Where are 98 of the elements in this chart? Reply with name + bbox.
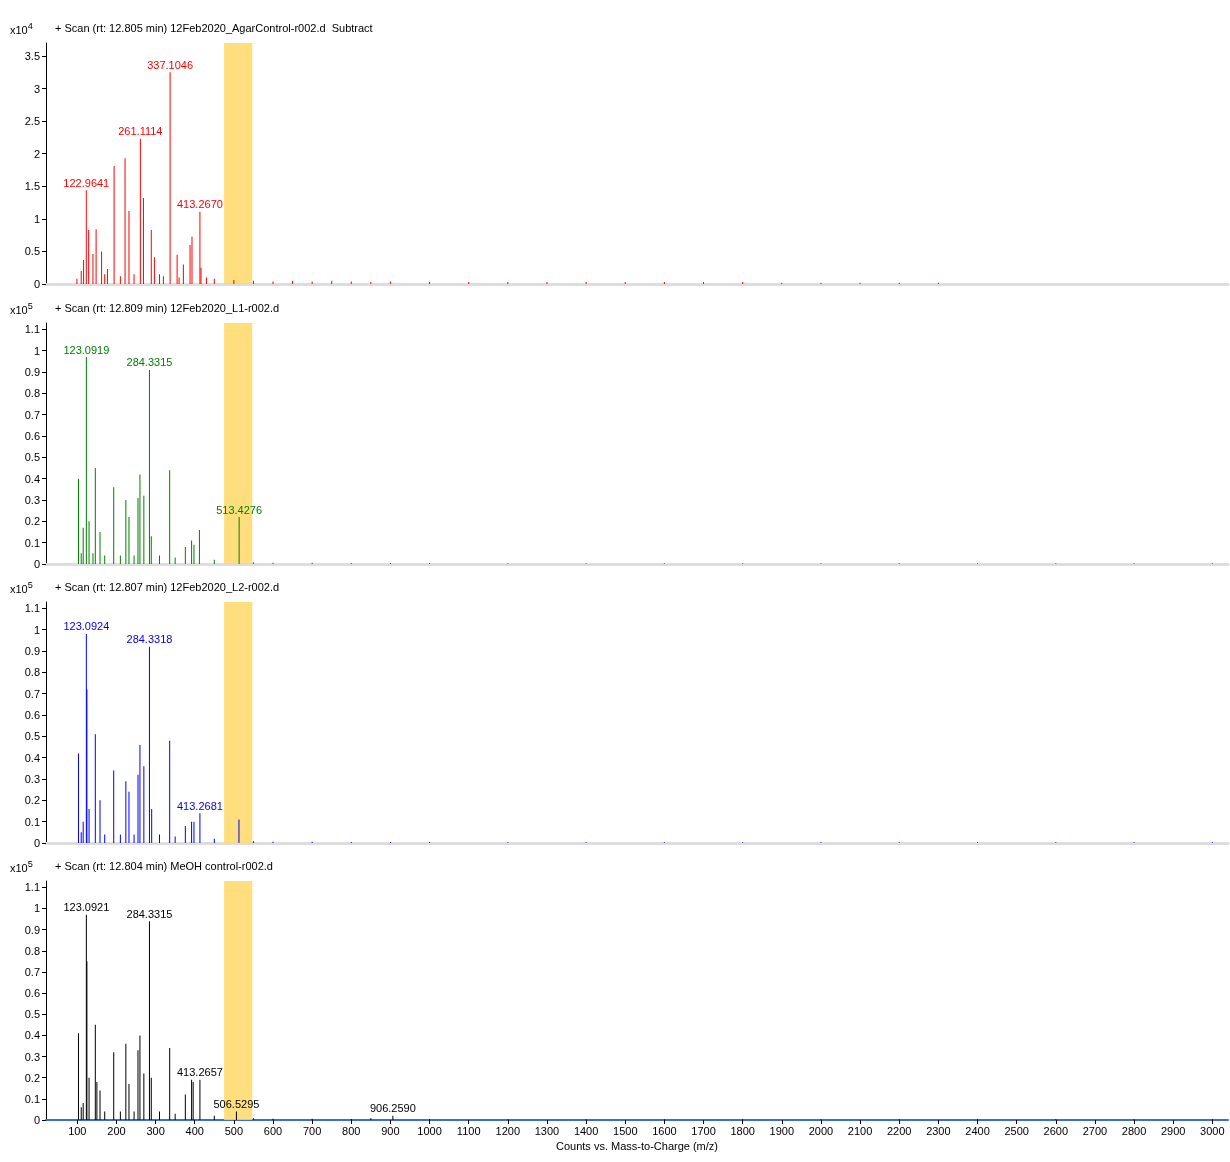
- x-tick-label: 2200: [886, 1124, 912, 1137]
- y-tick-label: 0.5: [24, 1008, 40, 1021]
- annotation: 413.2670: [176, 198, 223, 211]
- x-tick-label: 1500: [613, 1124, 638, 1137]
- y-tick-label: 0.3: [24, 494, 40, 507]
- x-tick-label: 600: [263, 1124, 283, 1137]
- x-tick-label: 2900: [1160, 1124, 1186, 1137]
- x-tick-label: 200: [107, 1124, 126, 1137]
- x-tick-label: 400: [185, 1124, 204, 1137]
- y-tick-label: 2.5: [24, 115, 40, 128]
- x-tick-label: 2000: [808, 1124, 834, 1137]
- y-tick-label: 1.5: [24, 180, 40, 193]
- y-tick-label: 0.7: [24, 687, 40, 700]
- y-tick-label: 1: [33, 902, 40, 915]
- annotation: 261.1114: [118, 125, 163, 138]
- x-tick-label: 1300: [534, 1124, 560, 1137]
- y-tick-label: 0.7: [24, 965, 40, 978]
- y-tick-label: 1: [33, 623, 40, 636]
- annotation: 337.1046: [147, 58, 194, 71]
- chart-title: + Scan (rt: 12.805 min) 12Feb2020_AgarControl-r002.d Subtract: [55, 21, 373, 34]
- y-axis-title: x10$^{5}$: [10, 579, 33, 596]
- x-tick-label: 1200: [495, 1124, 521, 1137]
- y-tick-label: 3: [33, 82, 40, 95]
- annotation: 284.3315: [126, 356, 173, 369]
- x-tick-label: 2300: [926, 1124, 951, 1137]
- y-tick-label: 0.1: [24, 536, 40, 549]
- x-tick-label: 800: [342, 1124, 361, 1137]
- y-tick-label: 0: [33, 558, 40, 570]
- y-tick-label: 3.5: [24, 50, 40, 63]
- y-tick-label: 0.6: [24, 709, 40, 722]
- x-tick-label: 700: [302, 1124, 322, 1137]
- y-tick-label: 0.6: [24, 430, 40, 443]
- x-tick-label: 3000: [1200, 1124, 1225, 1137]
- annotation: 122.9641: [63, 176, 110, 189]
- y-tick-label: 0.8: [24, 387, 40, 400]
- annotation: 123.0919: [63, 343, 110, 356]
- y-tick-label: 0: [33, 278, 40, 290]
- annotation: 123.0921: [63, 901, 110, 914]
- x-tick-label: 2800: [1121, 1124, 1147, 1137]
- x-tick-label: 300: [146, 1124, 165, 1137]
- annotation: 284.3318: [126, 633, 173, 646]
- x-tick-label: 1600: [652, 1124, 677, 1137]
- y-tick-label: 0.4: [24, 472, 40, 485]
- y-tick-label: 0.5: [24, 451, 40, 464]
- x-tick-label: 1000: [417, 1124, 442, 1137]
- annotation: 513.4276: [216, 503, 263, 516]
- y-tick-label: 0.2: [24, 794, 40, 807]
- x-tick-label: 100: [68, 1124, 87, 1137]
- x-axis-title: Counts vs. Mass-to-Charge (m/z): [556, 1140, 718, 1153]
- y-tick-label: 0.3: [24, 773, 40, 786]
- x-tick-label: 500: [224, 1124, 244, 1137]
- x-tick-label: 1900: [769, 1124, 795, 1137]
- y-tick-label: 0.1: [24, 1092, 40, 1105]
- y-tick-label: 0.4: [24, 1029, 40, 1042]
- x-tick-label: 1800: [730, 1124, 755, 1137]
- x-tick-label: 1100: [456, 1124, 481, 1137]
- y-tick-label: 1: [33, 212, 40, 225]
- annotation: 123.0924: [63, 620, 110, 633]
- x-tick-label: 2100: [847, 1124, 873, 1137]
- y-tick-label: 0.9: [24, 645, 40, 658]
- y-tick-label: 0: [33, 1114, 40, 1126]
- y-tick-label: 1.1: [24, 602, 40, 615]
- y-axis-title: x10$^{5}$: [10, 300, 33, 317]
- y-tick-label: 0.5: [24, 730, 40, 743]
- x-tick-label: 1700: [691, 1124, 716, 1137]
- x-tick-label: 900: [381, 1124, 400, 1137]
- annotation: 906.2590: [369, 1102, 416, 1115]
- y-tick-label: 0.2: [24, 515, 40, 528]
- y-tick-label: 0.8: [24, 666, 40, 679]
- y-tick-label: 1.1: [24, 881, 40, 894]
- y-tick-label: 0.6: [24, 987, 40, 1000]
- y-tick-label: 0: [33, 837, 40, 849]
- y-tick-label: 0.7: [24, 408, 40, 421]
- y-tick-label: 0.3: [24, 1050, 40, 1063]
- annotation: 413.2681: [176, 799, 223, 812]
- y-tick-label: 0.9: [24, 366, 40, 379]
- y-tick-label: 0.4: [24, 751, 40, 764]
- x-tick-label: 2400: [965, 1124, 990, 1137]
- y-tick-label: 0.8: [24, 944, 40, 957]
- y-tick-label: 0.5: [24, 245, 40, 258]
- x-tick-label: 1400: [573, 1124, 599, 1137]
- y-tick-label: 2: [33, 147, 40, 160]
- y-axis-title: x10$^{4}$: [10, 20, 33, 37]
- chart-title: + Scan (rt: 12.807 min) 12Feb2020_L2-r002.d: [55, 580, 280, 593]
- annotation: 284.3315: [126, 907, 173, 920]
- y-tick-label: 0.1: [24, 815, 40, 828]
- x-tick-label: 2500: [1004, 1124, 1029, 1137]
- y-tick-label: 0.9: [24, 923, 40, 936]
- x-tick-label: 2600: [1043, 1124, 1069, 1137]
- y-tick-label: 1: [33, 344, 40, 357]
- annotation: 506.5295: [213, 1098, 260, 1111]
- y-tick-label: 1.1: [24, 323, 40, 336]
- annotation: 413.2657: [176, 1066, 223, 1079]
- y-axis-title: x10$^{5}$: [10, 858, 33, 875]
- chart-title: + Scan (rt: 12.809 min) 12Feb2020_L1-r002.d: [55, 301, 280, 314]
- chart-title: + Scan (rt: 12.804 min) MeOH control-r002.d: [55, 859, 273, 872]
- y-tick-label: 0.2: [24, 1071, 40, 1084]
- x-tick-label: 2700: [1082, 1124, 1108, 1137]
